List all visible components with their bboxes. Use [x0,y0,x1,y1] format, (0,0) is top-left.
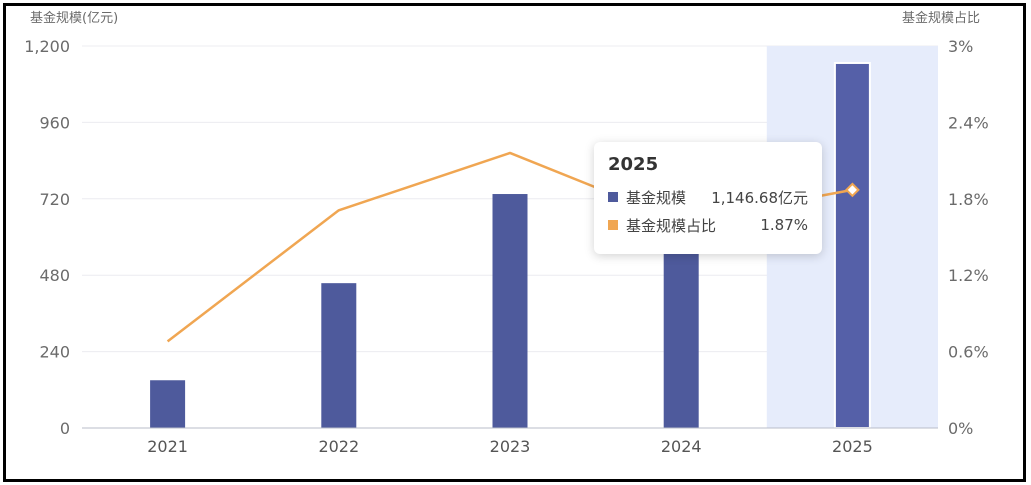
y-left-tick-label: 720 [39,190,70,209]
right-axis-title: 基金规模占比 [902,10,980,26]
tooltip-row-share: 基金规模占比 1.87% [608,211,808,239]
bar[interactable] [150,380,186,428]
tooltip-value-scale: 1,146.68亿元 [711,188,808,207]
tooltip-value-share: 1.87% [760,216,808,234]
x-axis: 2021 2022 2023 2024 2025 [82,427,938,456]
tooltip-swatch-scale [608,192,618,202]
x-tick-label: 2023 [490,437,531,456]
bar[interactable] [321,283,357,428]
y-right-tick-label: 1.8% [948,190,989,209]
tooltip-title: 2025 [608,154,659,175]
y-left-tick-label: 0 [60,419,70,438]
y-right-tick-label: 1.2% [948,266,989,285]
y-axis-left: 0 240 480 720 960 1,200 [24,37,70,438]
bar[interactable] [833,61,871,429]
x-tick-label: 2025 [832,437,873,456]
y-right-tick-label: 2.4% [948,113,989,132]
bar[interactable] [492,194,528,428]
tooltip-label-scale: 基金规模 [626,188,687,207]
tooltip-swatch-share [608,220,618,230]
y-left-tick-label: 240 [39,343,70,362]
y-right-tick-label: 0% [948,419,973,438]
left-axis-title: 基金规模(亿元) [30,10,118,26]
y-left-tick-label: 1,200 [24,37,70,56]
chart-frame: 0 240 480 720 960 1,200 0% 0.6% 1.2% 1.8% 2.4% 3% … [3,3,1026,482]
tooltip-row-scale: 基金规模 1,146.68亿元 [608,183,808,211]
y-left-tick-label: 480 [39,266,70,285]
bars [150,61,871,429]
tooltip-label-share: 基金规模占比 [626,216,717,235]
x-tick-label: 2024 [661,437,702,456]
tooltip: 2025 基金规模 1,146.68亿元 基金规模占比 1.87% [594,142,822,254]
y-axis-right: 0% 0.6% 1.2% 1.8% 2.4% 3% [948,37,989,438]
y-right-tick-label: 0.6% [948,343,989,362]
y-left-tick-label: 960 [39,113,70,132]
line-point[interactable] [844,182,860,198]
x-tick-label: 2021 [147,437,188,456]
y-right-tick-label: 3% [948,37,973,56]
x-tick-label: 2022 [318,437,359,456]
